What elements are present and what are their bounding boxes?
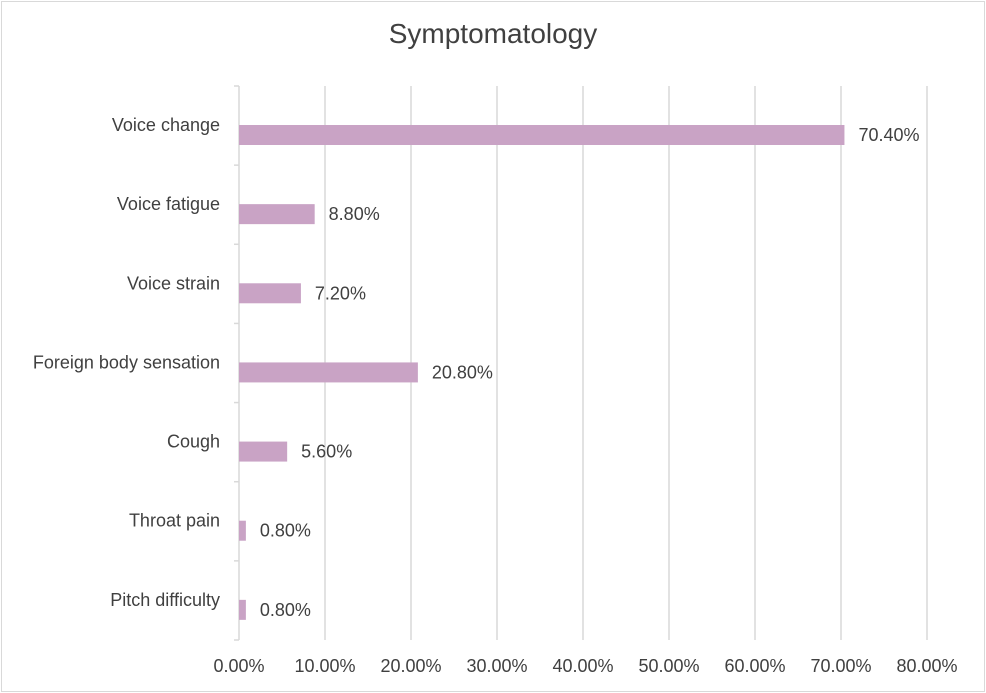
category-labels: Voice change Voice fatigue Voice strain For…	[33, 115, 220, 610]
x-tick-label: 40.00%	[552, 656, 613, 676]
chart-title: Symptomatology	[388, 18, 598, 49]
data-label: 5.60%	[301, 442, 352, 462]
bar	[239, 125, 845, 145]
category-label: Voice change	[112, 115, 220, 135]
bar	[239, 362, 418, 383]
data-label: 0.80%	[260, 521, 311, 541]
data-labels: 70.40% 8.80% 7.20% 20.80% 5.60% 0.80% 0.80%	[260, 125, 920, 620]
category-label: Foreign body sensation	[33, 352, 220, 372]
x-tick-label: 50.00%	[638, 656, 699, 676]
bar	[239, 520, 246, 541]
bar	[239, 283, 301, 304]
data-label: 20.80%	[432, 362, 493, 382]
category-axis	[234, 85, 240, 641]
bar	[239, 599, 246, 620]
category-label: Cough	[167, 432, 220, 452]
category-label: Voice fatigue	[117, 194, 220, 214]
x-tick-label: 0.00%	[213, 656, 264, 676]
x-tick-label: 10.00%	[294, 656, 355, 676]
x-tick-label: 70.00%	[810, 656, 871, 676]
data-label: 0.80%	[260, 600, 311, 620]
bar	[239, 441, 288, 462]
data-label: 8.80%	[329, 204, 380, 224]
bars	[239, 125, 845, 620]
bar	[239, 204, 315, 225]
x-tick-labels: 0.00% 10.00% 20.00% 30.00% 40.00% 50.00% 60.00…	[213, 656, 957, 676]
x-tick-label: 30.00%	[466, 656, 527, 676]
category-label: Voice strain	[127, 273, 220, 293]
data-label: 70.40%	[858, 125, 919, 145]
data-label: 7.20%	[315, 283, 366, 303]
category-label: Pitch difficulty	[110, 590, 220, 610]
x-tick-label: 80.00%	[896, 656, 957, 676]
x-tick-label: 20.00%	[380, 656, 441, 676]
x-tick-label: 60.00%	[724, 656, 785, 676]
gridlines	[324, 86, 928, 640]
category-label: Throat pain	[129, 511, 220, 531]
